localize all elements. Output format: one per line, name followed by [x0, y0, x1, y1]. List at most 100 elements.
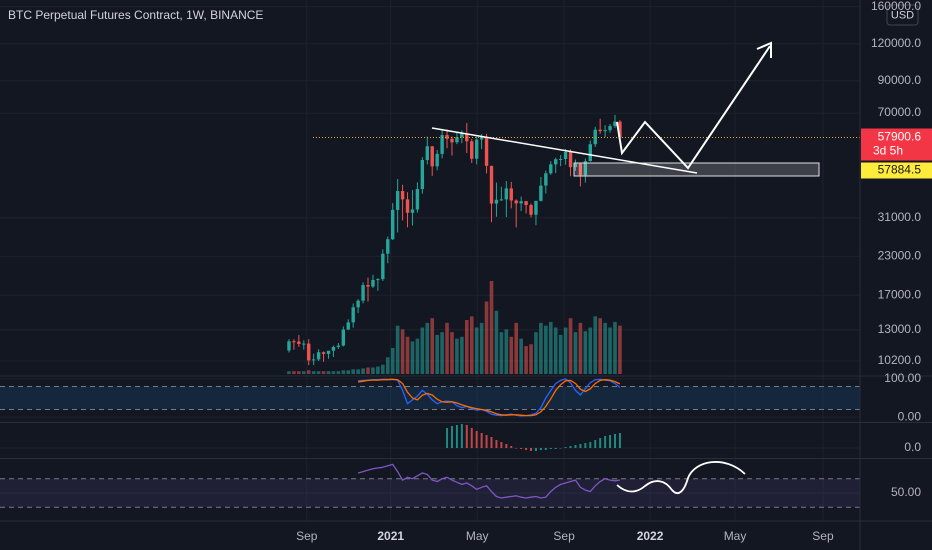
candle-body	[549, 164, 553, 174]
candle-body	[400, 191, 405, 200]
volume-bar	[400, 329, 405, 374]
candle-body	[391, 209, 395, 240]
x-tick-label: 2021	[377, 529, 404, 543]
candle-body	[529, 205, 533, 215]
volume-bar	[588, 327, 593, 374]
volume-bar	[351, 369, 355, 374]
volume-bar	[336, 371, 341, 374]
candle-body	[420, 160, 425, 190]
histogram-bar	[609, 435, 612, 448]
candle-body	[356, 300, 360, 308]
volume-bar	[435, 334, 439, 374]
histogram-bar	[490, 437, 493, 448]
y-tick-label: 100.00	[884, 371, 921, 385]
histogram-bar	[579, 444, 582, 448]
volume-bar	[356, 369, 360, 374]
volume-bar	[297, 371, 301, 374]
volume-bar	[371, 367, 375, 374]
histogram-bar	[525, 448, 528, 450]
candle-body	[598, 129, 602, 132]
volume-bar	[573, 332, 578, 374]
volume-bar	[376, 366, 380, 374]
candle-body	[608, 126, 612, 131]
candle-body	[415, 189, 420, 210]
candle-body	[425, 146, 429, 161]
candle-body	[326, 350, 331, 354]
histogram-bar	[510, 446, 513, 448]
y-tick-label: 17000.0	[878, 287, 922, 301]
histogram-bar	[539, 448, 542, 450]
candle-body	[509, 188, 513, 201]
candle-body	[440, 135, 444, 154]
y-tick-label: 13000.0	[878, 322, 922, 336]
y-tick-label: 23000.0	[878, 249, 922, 263]
volume-bar	[544, 325, 548, 374]
volume-bar	[450, 332, 454, 374]
last-price-box	[861, 128, 932, 161]
candle-body	[311, 359, 316, 361]
volume-bar	[514, 322, 518, 374]
volume-bar	[390, 347, 395, 374]
y-tick-label: 90000.0	[878, 73, 922, 87]
candle-body	[381, 253, 385, 280]
candle-body	[307, 343, 311, 361]
y-tick-label: 31000.0	[878, 210, 922, 224]
candle-body	[603, 130, 607, 132]
candle-body	[499, 199, 504, 201]
volume-bar	[519, 338, 523, 374]
rsi-projection	[616, 461, 746, 494]
last-price-label: 57900.6	[878, 130, 922, 144]
volume-bar	[430, 318, 435, 374]
histogram-bar	[470, 428, 473, 448]
candle-body	[479, 136, 484, 140]
candle-body	[588, 144, 592, 162]
histogram-bar	[569, 446, 572, 448]
histogram-bar	[485, 435, 488, 448]
indicator-line	[357, 378, 621, 417]
candle-body	[474, 139, 479, 159]
histogram-bar	[618, 433, 621, 448]
volume-bar	[292, 371, 296, 374]
currency-label[interactable]: USD	[891, 9, 914, 21]
histogram-bar	[599, 438, 602, 448]
volume-bar	[331, 371, 336, 374]
histogram-bar	[495, 440, 498, 448]
candle-body	[341, 329, 346, 346]
candle-body	[524, 201, 528, 206]
volume-bar	[529, 344, 533, 374]
volume-bar	[568, 318, 573, 374]
candle-body	[618, 121, 622, 138]
candle-body	[297, 341, 301, 344]
candle-body	[302, 343, 306, 345]
candle-body	[450, 138, 454, 143]
volume-bar	[316, 371, 321, 374]
histogram-bar	[460, 424, 463, 448]
candle-body	[386, 239, 390, 254]
volume-bar	[598, 318, 602, 374]
volume-bar	[484, 301, 489, 374]
currency-button[interactable]	[886, 4, 919, 26]
histogram-bar	[465, 425, 468, 448]
candle-body	[361, 285, 365, 301]
alert-price-box	[861, 162, 932, 179]
x-tick-label: Sep	[296, 529, 318, 543]
volume-bar	[405, 336, 410, 374]
zone-box	[573, 162, 820, 177]
volume-bar	[469, 316, 474, 374]
chart-layer	[0, 0, 860, 521]
volume-bar	[593, 316, 598, 374]
volume-bar	[489, 281, 494, 374]
volume-bar	[494, 310, 499, 374]
histogram-bar	[480, 433, 483, 448]
candle-body	[554, 159, 558, 165]
candle-body	[489, 165, 494, 204]
candle-body	[336, 345, 341, 347]
volume-bar	[440, 332, 444, 374]
volume-bar	[321, 371, 326, 374]
volume-bar	[539, 322, 543, 374]
volume-bar	[460, 336, 464, 374]
volume-bar	[445, 322, 449, 374]
volume-bar	[504, 329, 509, 374]
